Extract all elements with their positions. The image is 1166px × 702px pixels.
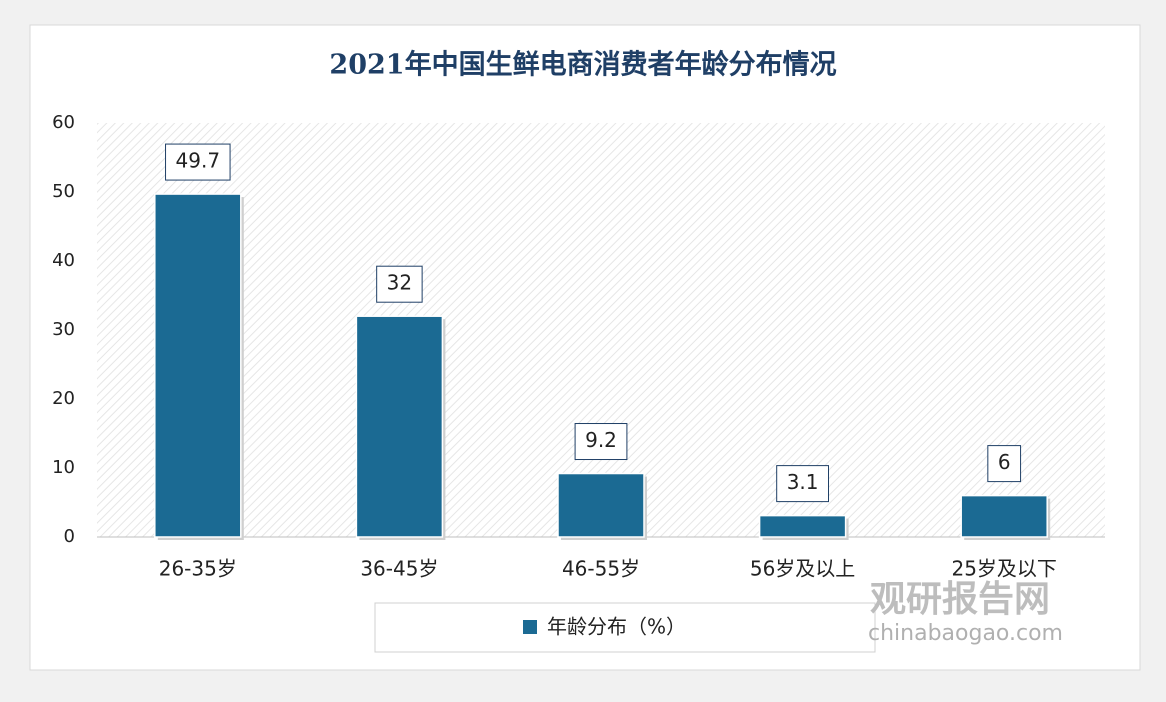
bar [758,514,847,538]
y-tick-label: 60 [52,112,75,133]
value-label: 9.2 [585,428,617,452]
bar [960,494,1048,538]
x-tick-label: 46-55岁 [562,557,640,581]
value-label-box [165,143,231,181]
x-tick-label: 36-45岁 [360,557,438,581]
value-label-box [376,265,423,303]
y-tick-label: 20 [52,388,75,409]
legend-label: 年龄分布（%） [547,615,686,639]
chart-title: 2021年中国生鲜电商消费者年龄分布情况 [329,49,836,81]
value-label: 49.7 [176,149,221,173]
legend-box [374,602,876,653]
y-tick-label: 40 [52,250,75,271]
y-tick-label: 50 [52,181,75,202]
x-tick-label: 56岁及以上 [750,557,855,581]
value-label: 6 [998,450,1011,474]
bar [154,193,242,538]
legend-swatch [523,620,537,634]
x-tick-label: 25岁及以下 [951,557,1056,581]
y-tick-label: 30 [52,319,75,340]
y-tick-label: 0 [64,526,75,547]
value-label-box [987,445,1022,483]
watermark-name: 观研报告网 [870,579,1050,620]
watermark-site: chinabaogao.com [868,621,1063,646]
bar [557,472,645,538]
value-label: 3.1 [787,470,819,494]
value-label-box [776,465,830,503]
y-tick-label: 10 [52,457,75,478]
plot-area [97,123,1105,537]
value-label: 32 [387,271,412,295]
x-tick-label: 26-35岁 [159,557,237,581]
bar [355,315,444,538]
value-label-box [574,423,628,461]
